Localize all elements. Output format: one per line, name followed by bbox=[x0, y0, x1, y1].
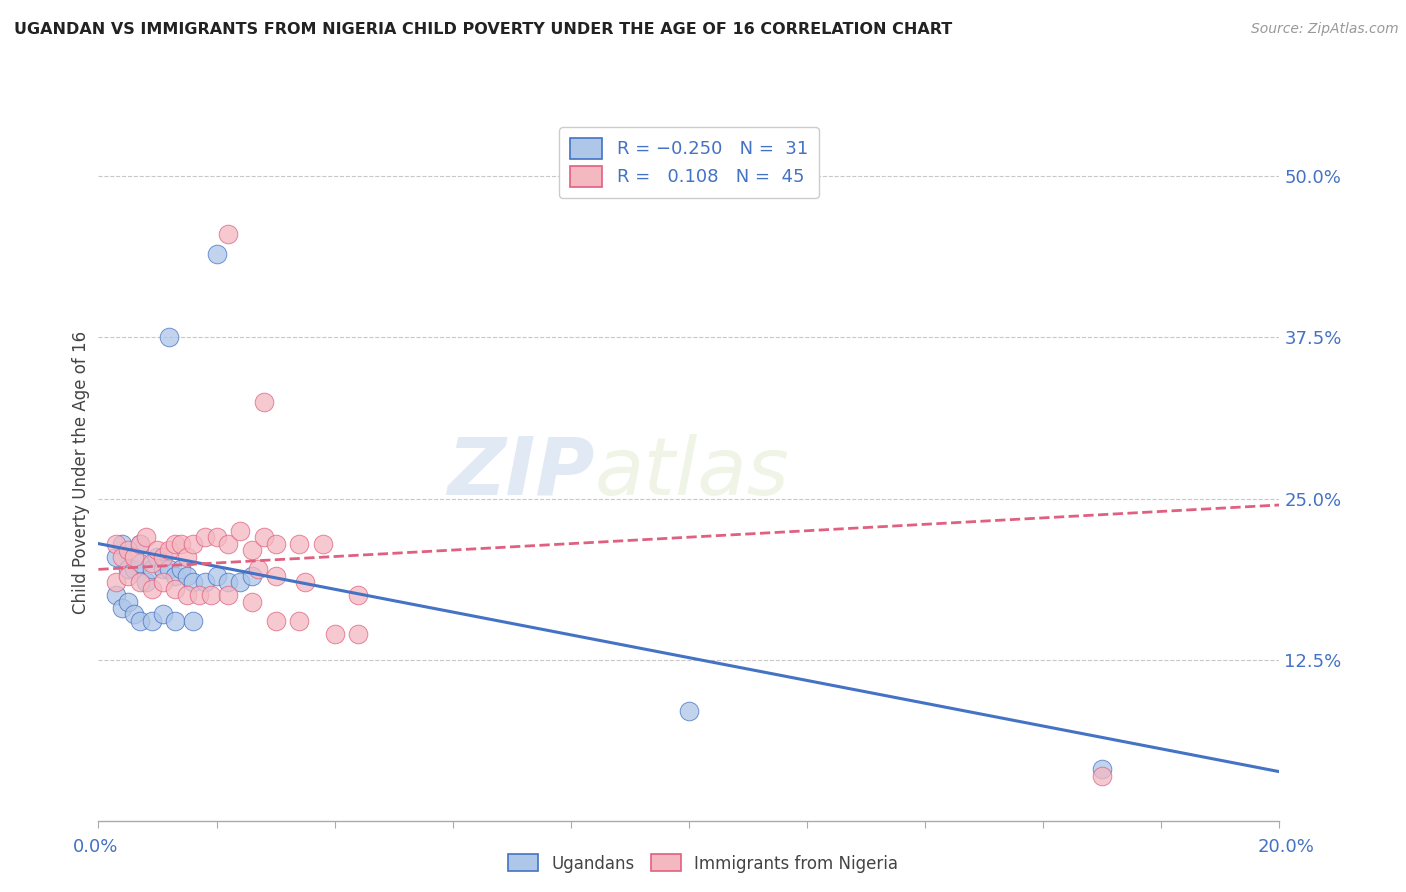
Point bbox=[128, 575, 150, 590]
Point bbox=[165, 614, 187, 628]
Text: atlas: atlas bbox=[595, 434, 789, 512]
Point bbox=[294, 575, 316, 590]
Point bbox=[122, 562, 145, 576]
Point bbox=[111, 601, 134, 615]
Point bbox=[128, 536, 150, 550]
Point bbox=[157, 562, 180, 576]
Point bbox=[264, 614, 287, 628]
Point bbox=[181, 536, 204, 550]
Point bbox=[141, 582, 163, 596]
Point bbox=[181, 614, 204, 628]
Point bbox=[194, 530, 217, 544]
Point bbox=[288, 536, 311, 550]
Legend: Ugandans, Immigrants from Nigeria: Ugandans, Immigrants from Nigeria bbox=[501, 847, 905, 880]
Point bbox=[105, 549, 128, 564]
Point bbox=[253, 530, 276, 544]
Point bbox=[122, 607, 145, 622]
Text: 20.0%: 20.0% bbox=[1258, 838, 1315, 856]
Point bbox=[141, 562, 163, 576]
Point bbox=[165, 569, 187, 583]
Point bbox=[217, 588, 239, 602]
Point bbox=[323, 627, 346, 641]
Point bbox=[1091, 768, 1114, 782]
Point bbox=[152, 562, 174, 576]
Point bbox=[146, 543, 169, 558]
Point bbox=[253, 395, 276, 409]
Point bbox=[135, 530, 157, 544]
Point bbox=[128, 614, 150, 628]
Point bbox=[264, 536, 287, 550]
Point bbox=[170, 562, 193, 576]
Point bbox=[205, 569, 228, 583]
Point bbox=[205, 246, 228, 260]
Point bbox=[141, 614, 163, 628]
Text: UGANDAN VS IMMIGRANTS FROM NIGERIA CHILD POVERTY UNDER THE AGE OF 16 CORRELATION: UGANDAN VS IMMIGRANTS FROM NIGERIA CHILD… bbox=[14, 22, 952, 37]
Point bbox=[229, 575, 252, 590]
Point bbox=[240, 543, 263, 558]
Point bbox=[117, 543, 139, 558]
Point bbox=[111, 536, 134, 550]
Point bbox=[288, 614, 311, 628]
Point bbox=[229, 524, 252, 538]
Point bbox=[152, 575, 174, 590]
Legend: R = −0.250   N =  31, R =   0.108   N =  45: R = −0.250 N = 31, R = 0.108 N = 45 bbox=[560, 127, 818, 197]
Point bbox=[347, 588, 370, 602]
Point bbox=[347, 627, 370, 641]
Point bbox=[117, 594, 139, 608]
Point bbox=[128, 536, 150, 550]
Y-axis label: Child Poverty Under the Age of 16: Child Poverty Under the Age of 16 bbox=[72, 331, 90, 615]
Point bbox=[176, 588, 198, 602]
Point bbox=[165, 582, 187, 596]
Point bbox=[165, 536, 187, 550]
Text: Source: ZipAtlas.com: Source: ZipAtlas.com bbox=[1251, 22, 1399, 37]
Point bbox=[105, 575, 128, 590]
Point bbox=[157, 543, 180, 558]
Point bbox=[117, 569, 139, 583]
Point bbox=[128, 556, 150, 570]
Point bbox=[194, 575, 217, 590]
Text: ZIP: ZIP bbox=[447, 434, 595, 512]
Point bbox=[200, 588, 222, 602]
Point bbox=[135, 575, 157, 590]
Text: 0.0%: 0.0% bbox=[73, 838, 118, 856]
Point bbox=[246, 562, 269, 576]
Point bbox=[176, 549, 198, 564]
Point bbox=[152, 607, 174, 622]
Point bbox=[176, 569, 198, 583]
Point bbox=[117, 562, 139, 576]
Point bbox=[1091, 762, 1114, 776]
Point bbox=[217, 536, 239, 550]
Point bbox=[146, 549, 169, 564]
Point bbox=[187, 588, 209, 602]
Point bbox=[240, 569, 263, 583]
Point bbox=[181, 575, 204, 590]
Point bbox=[205, 530, 228, 544]
Point bbox=[217, 575, 239, 590]
Point bbox=[141, 556, 163, 570]
Point bbox=[217, 227, 239, 242]
Point bbox=[157, 330, 180, 344]
Point bbox=[312, 536, 335, 550]
Point bbox=[122, 549, 145, 564]
Point bbox=[152, 549, 174, 564]
Point bbox=[105, 588, 128, 602]
Point bbox=[111, 549, 134, 564]
Point bbox=[105, 536, 128, 550]
Point bbox=[240, 594, 263, 608]
Point bbox=[170, 536, 193, 550]
Point bbox=[678, 704, 700, 718]
Point bbox=[264, 569, 287, 583]
